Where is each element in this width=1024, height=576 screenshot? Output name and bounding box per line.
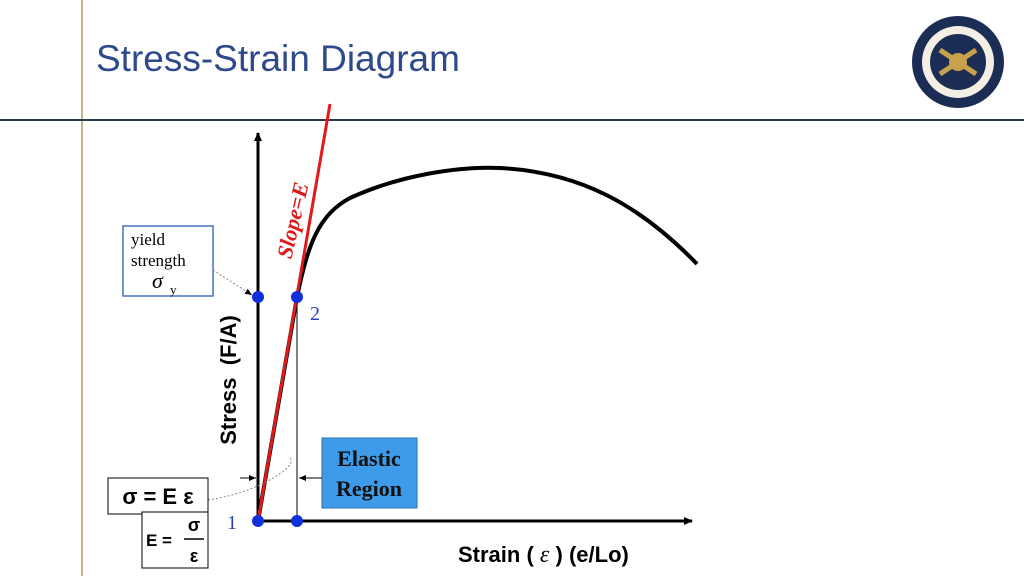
x-axis-symbol: ε <box>540 542 550 568</box>
yield-pointer <box>212 269 253 296</box>
elastic-text: Elastic <box>337 446 401 471</box>
stress-strain-curve <box>256 165 699 522</box>
formula-numerator: σ <box>188 515 200 535</box>
formula-lhs: E = <box>146 531 172 550</box>
formula: σ = E ε <box>122 484 194 509</box>
y-axis-label: Stress (F/A) <box>216 315 241 445</box>
point <box>291 291 303 303</box>
elastic-text: Region <box>336 476 402 501</box>
yield-box <box>122 225 214 297</box>
slope-label: Slope=E <box>272 180 314 261</box>
point <box>252 515 264 527</box>
yield-text: strength <box>131 251 186 270</box>
yield-text: yield <box>131 230 165 249</box>
formula-box <box>141 511 209 569</box>
formula-pointer <box>207 457 292 501</box>
yield-subscript: y <box>170 282 177 297</box>
formula-box <box>107 477 209 515</box>
point <box>252 291 264 303</box>
point <box>291 515 303 527</box>
x-axis-suffix: ) (e/Lo) <box>556 542 629 567</box>
x-axis-text: Strain ( <box>458 542 534 567</box>
formula-denominator: ε <box>190 546 199 566</box>
yield-symbol: σ <box>152 268 164 293</box>
title: Stress-Strain Diagram <box>96 38 460 79</box>
point-label: 1 <box>227 512 237 534</box>
point-label: 2 <box>310 303 320 325</box>
elastic-box <box>321 437 418 509</box>
x-axis-label: Strain ( ε ) (e/Lo) <box>458 542 629 568</box>
slope-line <box>256 103 332 522</box>
logo <box>912 16 1004 108</box>
